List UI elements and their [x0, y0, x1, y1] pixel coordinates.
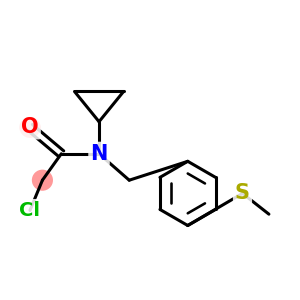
Text: N: N: [90, 144, 108, 164]
Text: S: S: [235, 183, 250, 203]
Circle shape: [32, 169, 53, 191]
Text: Cl: Cl: [20, 201, 40, 220]
Circle shape: [20, 117, 40, 138]
Text: O: O: [21, 117, 39, 137]
